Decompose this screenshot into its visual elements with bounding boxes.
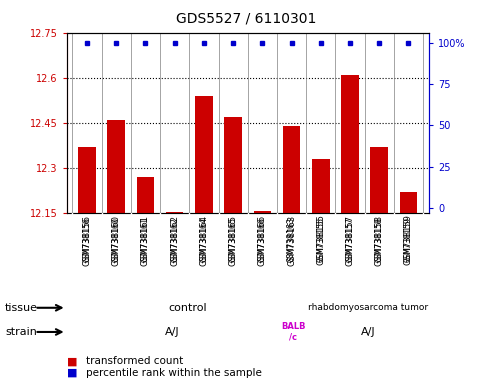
Text: GSM738156: GSM738156 — [82, 217, 92, 262]
Text: BALB
/c: BALB /c — [281, 322, 305, 342]
Text: GSM738161: GSM738161 — [141, 217, 150, 262]
Bar — [78, 147, 96, 213]
Text: ■: ■ — [67, 368, 77, 378]
Text: GSM738157: GSM738157 — [346, 217, 354, 262]
Text: A/J: A/J — [361, 327, 376, 337]
Bar — [283, 126, 300, 213]
Text: GDS5527 / 6110301: GDS5527 / 6110301 — [176, 12, 317, 25]
Text: GSM738163: GSM738163 — [287, 217, 296, 262]
Text: rhabdomyosarcoma tumor: rhabdomyosarcoma tumor — [309, 303, 428, 312]
Bar — [370, 147, 388, 213]
Text: GSM738155: GSM738155 — [317, 217, 325, 262]
Bar — [195, 96, 212, 213]
Bar — [400, 192, 417, 213]
Text: strain: strain — [5, 327, 37, 337]
Text: ■: ■ — [67, 356, 77, 366]
Bar — [107, 120, 125, 213]
Text: transformed count: transformed count — [86, 356, 183, 366]
Bar — [341, 75, 359, 213]
Bar — [253, 211, 271, 213]
Text: GSM738166: GSM738166 — [258, 217, 267, 262]
Bar — [224, 117, 242, 213]
Text: tissue: tissue — [5, 303, 38, 313]
Bar — [137, 177, 154, 213]
Text: A/J: A/J — [165, 327, 179, 337]
Text: GSM738162: GSM738162 — [170, 217, 179, 262]
Text: percentile rank within the sample: percentile rank within the sample — [86, 368, 262, 378]
Text: GSM738164: GSM738164 — [199, 217, 209, 262]
Bar — [166, 212, 183, 213]
Text: GSM738165: GSM738165 — [229, 217, 238, 262]
Text: GSM738159: GSM738159 — [404, 217, 413, 262]
Bar — [312, 159, 329, 213]
Text: GSM738160: GSM738160 — [112, 217, 121, 262]
Text: control: control — [168, 303, 207, 313]
Text: GSM738158: GSM738158 — [375, 217, 384, 262]
